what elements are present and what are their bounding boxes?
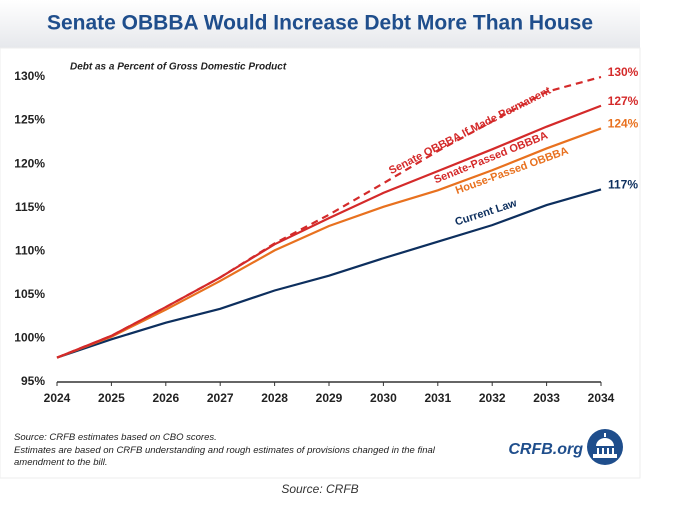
chart-title: Senate OBBBA Would Increase Debt More Th… xyxy=(47,12,593,35)
logo-text: CRFB.org xyxy=(508,441,583,458)
footnote: Source: CRFB estimates based on CBO scor… xyxy=(14,432,217,443)
y-tick-label: 130% xyxy=(14,69,45,83)
x-tick-label: 2026 xyxy=(152,391,179,405)
series-line xyxy=(56,75,602,359)
x-tick-label: 2028 xyxy=(261,391,288,405)
x-tick-label: 2030 xyxy=(370,391,397,405)
y-tick-label: 125% xyxy=(14,113,45,127)
end-label: 124% xyxy=(608,117,639,131)
x-tick-label: 2033 xyxy=(533,391,560,405)
chart-subtitle: Debt as a Percent of Gross Domestic Prod… xyxy=(70,62,287,73)
caption: Source: CRFB xyxy=(281,482,358,496)
series-line xyxy=(56,188,602,359)
x-tick-label: 2024 xyxy=(44,391,71,405)
footnote: Estimates are based on CRFB understandin… xyxy=(14,445,435,468)
logo-dome xyxy=(593,433,617,458)
x-tick-label: 2031 xyxy=(424,391,451,405)
y-tick-label: 95% xyxy=(21,374,45,388)
y-tick-label: 115% xyxy=(15,200,45,214)
title-band xyxy=(0,0,640,48)
x-tick-label: 2027 xyxy=(207,391,234,405)
y-tick-label: 105% xyxy=(14,287,45,301)
x-tick-label: 2034 xyxy=(588,391,615,405)
x-tick-label: 2029 xyxy=(316,391,343,405)
y-tick-label: 100% xyxy=(14,331,45,345)
y-tick-label: 110% xyxy=(15,243,45,257)
end-label: 127% xyxy=(608,94,639,108)
panel xyxy=(0,47,641,479)
logo: CRFB.org xyxy=(508,429,623,465)
end-label: 130% xyxy=(608,65,639,79)
end-label: 117% xyxy=(608,178,638,192)
series-line xyxy=(56,127,602,359)
x-tick-label: 2032 xyxy=(479,391,506,405)
x-tick-label: 2025 xyxy=(98,391,125,405)
y-tick-label: 120% xyxy=(14,156,45,170)
